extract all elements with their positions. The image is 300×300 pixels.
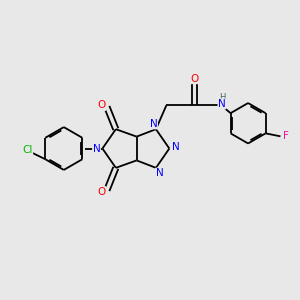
Text: O: O: [98, 187, 106, 196]
Text: N: N: [93, 143, 101, 154]
Text: N: N: [156, 168, 164, 178]
Text: Cl: Cl: [22, 145, 33, 155]
Text: O: O: [98, 100, 106, 110]
Text: N: N: [172, 142, 180, 152]
Text: F: F: [284, 131, 289, 141]
Text: O: O: [190, 74, 199, 84]
Text: N: N: [150, 119, 158, 129]
Text: H: H: [219, 94, 225, 103]
Text: N: N: [218, 99, 226, 109]
